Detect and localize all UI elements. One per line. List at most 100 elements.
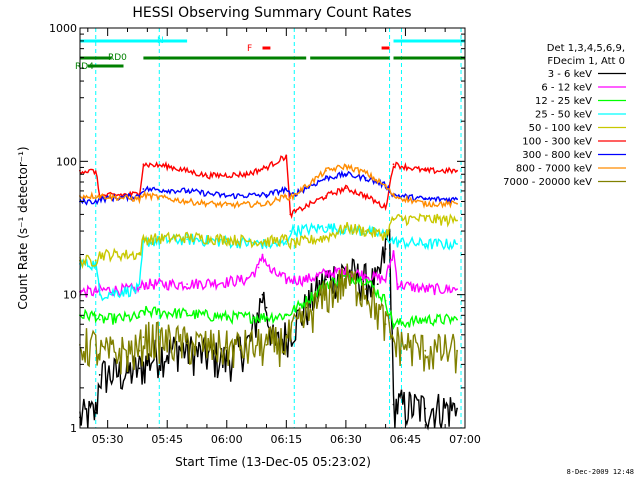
legend-label: 300 - 800 keV (522, 150, 592, 161)
data-point (94, 290, 97, 293)
legend-label: 7000 - 20000 keV (503, 177, 592, 188)
data-point (225, 316, 228, 318)
data-point (142, 238, 145, 241)
data-point (384, 206, 387, 209)
data-point (265, 344, 268, 346)
legend: Det 1,3,4,5,6,9, FDecim 1, Att 0 3 - 6 keV… (503, 43, 626, 188)
data-point (94, 411, 97, 414)
data-point (289, 213, 292, 216)
data-point (142, 194, 145, 196)
data-point (186, 236, 189, 239)
legend-label: 6 - 12 keV (541, 83, 592, 94)
data-point (396, 283, 399, 285)
plot-frame (79, 27, 466, 429)
data-point (424, 202, 427, 205)
data-point (269, 270, 272, 273)
data-point (456, 349, 458, 352)
data-point (456, 198, 458, 201)
y-axis: 1 10 100 1000 (49, 22, 465, 435)
x-tick-label: 07:00 (449, 433, 481, 446)
series-line-7 (79, 163, 458, 210)
legend-label: 800 - 7000 keV (516, 164, 592, 175)
data-point (424, 198, 427, 201)
data-point (142, 163, 145, 166)
data-point (138, 253, 141, 256)
data-point (138, 198, 141, 201)
data-point (345, 278, 347, 281)
plot-area: RD4 RD0 N F (75, 28, 465, 431)
data-point (186, 190, 189, 192)
data-point (384, 248, 387, 250)
data-point (384, 299, 387, 302)
data-point (142, 310, 145, 313)
data-point (345, 226, 347, 229)
data-point (225, 280, 228, 283)
x-tick-label: 05:45 (151, 433, 183, 446)
y-tick-label: 1000 (49, 22, 77, 35)
data-point (186, 200, 189, 203)
data-point (285, 188, 288, 190)
data-point (384, 234, 387, 236)
data-point (285, 340, 288, 342)
flag-n-segment-0 (79, 39, 188, 43)
data-point (325, 177, 327, 179)
data-point (206, 174, 208, 177)
data-point (245, 173, 248, 176)
data-point (289, 230, 292, 233)
flag-rd0-segment-1 (143, 56, 307, 60)
data-point (265, 240, 268, 243)
legend-label: 25 - 50 keV (535, 110, 592, 121)
data-point (225, 346, 228, 349)
data-point (325, 272, 327, 275)
data-point (142, 240, 145, 243)
data-point (384, 185, 387, 188)
data-point (265, 202, 268, 205)
data-point (265, 194, 268, 196)
x-axis-label: Start Time (13-Dec-05 05:23:02) (175, 455, 371, 469)
data-point (265, 166, 268, 169)
data-point (142, 283, 145, 285)
data-point (285, 195, 288, 197)
data-point (257, 266, 260, 269)
data-point (392, 340, 395, 342)
x-tick-label: 06:45 (390, 433, 422, 446)
flag-rd0-segment-0 (79, 56, 112, 60)
data-point (285, 278, 288, 281)
data-point (289, 243, 292, 245)
data-point (166, 165, 169, 168)
data-point (261, 253, 264, 256)
series-7 (79, 163, 458, 210)
data-point (285, 238, 288, 241)
data-point (392, 323, 395, 326)
flag-label-rd4: RD4 (75, 62, 94, 72)
legend-label: 12 - 25 keV (535, 96, 592, 107)
series-line-0 (79, 228, 458, 431)
data-point (225, 204, 228, 207)
data-point (325, 226, 327, 229)
series-line-3 (79, 222, 458, 302)
legend-label: 100 - 300 keV (522, 137, 592, 148)
data-point (98, 195, 101, 197)
flag-label-rd0: RD0 (108, 53, 127, 63)
data-point (94, 170, 97, 173)
y-axis-label: Count Rate (s⁻¹ detector⁻¹) (16, 146, 30, 309)
data-point (325, 195, 327, 197)
data-point (424, 288, 427, 290)
data-point (456, 243, 458, 245)
data-point (138, 316, 141, 318)
flag-rd4-segment-0 (87, 64, 124, 68)
data-point (186, 342, 189, 345)
data-point (392, 195, 395, 197)
data-point (305, 278, 308, 281)
data-point (424, 169, 427, 172)
data-point (345, 187, 347, 190)
data-point (392, 240, 395, 243)
data-point (265, 306, 268, 309)
data-point (384, 323, 387, 326)
data-point (392, 403, 395, 406)
data-point (142, 336, 145, 339)
data-point (456, 219, 458, 222)
data-point (424, 349, 427, 352)
data-point (424, 243, 427, 245)
